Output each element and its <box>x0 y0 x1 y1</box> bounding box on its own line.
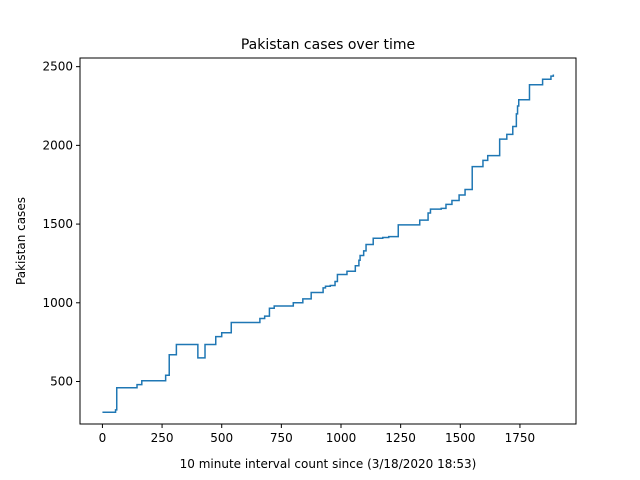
x-tick-label: 500 <box>210 431 233 445</box>
y-tick-label: 1000 <box>42 296 73 310</box>
x-tick-label: 0 <box>99 431 107 445</box>
y-tick-label: 500 <box>50 374 73 388</box>
y-tick-label: 2500 <box>42 60 73 74</box>
x-tick-label: 250 <box>151 431 174 445</box>
x-tick-label: 1500 <box>445 431 476 445</box>
x-tick-label: 1250 <box>385 431 416 445</box>
chart-title: Pakistan cases over time <box>241 37 415 53</box>
y-tick-label: 2000 <box>42 138 73 152</box>
x-tick-label: 1750 <box>505 431 536 445</box>
y-tick-label: 1500 <box>42 217 73 231</box>
x-tick-label: 750 <box>270 431 293 445</box>
y-axis-ticks: 500 1000 1500 2000 2500 <box>42 60 80 388</box>
x-axis-label: 10 minute interval count since (3/18/202… <box>180 457 477 471</box>
x-axis-ticks: 0 250 500 750 1000 1250 1500 1750 <box>99 424 536 445</box>
y-axis-label: Pakistan cases <box>14 197 28 285</box>
plot-area-frame <box>79 57 577 425</box>
x-tick-label: 1000 <box>326 431 357 445</box>
series-line-pakistan-cases <box>102 74 555 413</box>
